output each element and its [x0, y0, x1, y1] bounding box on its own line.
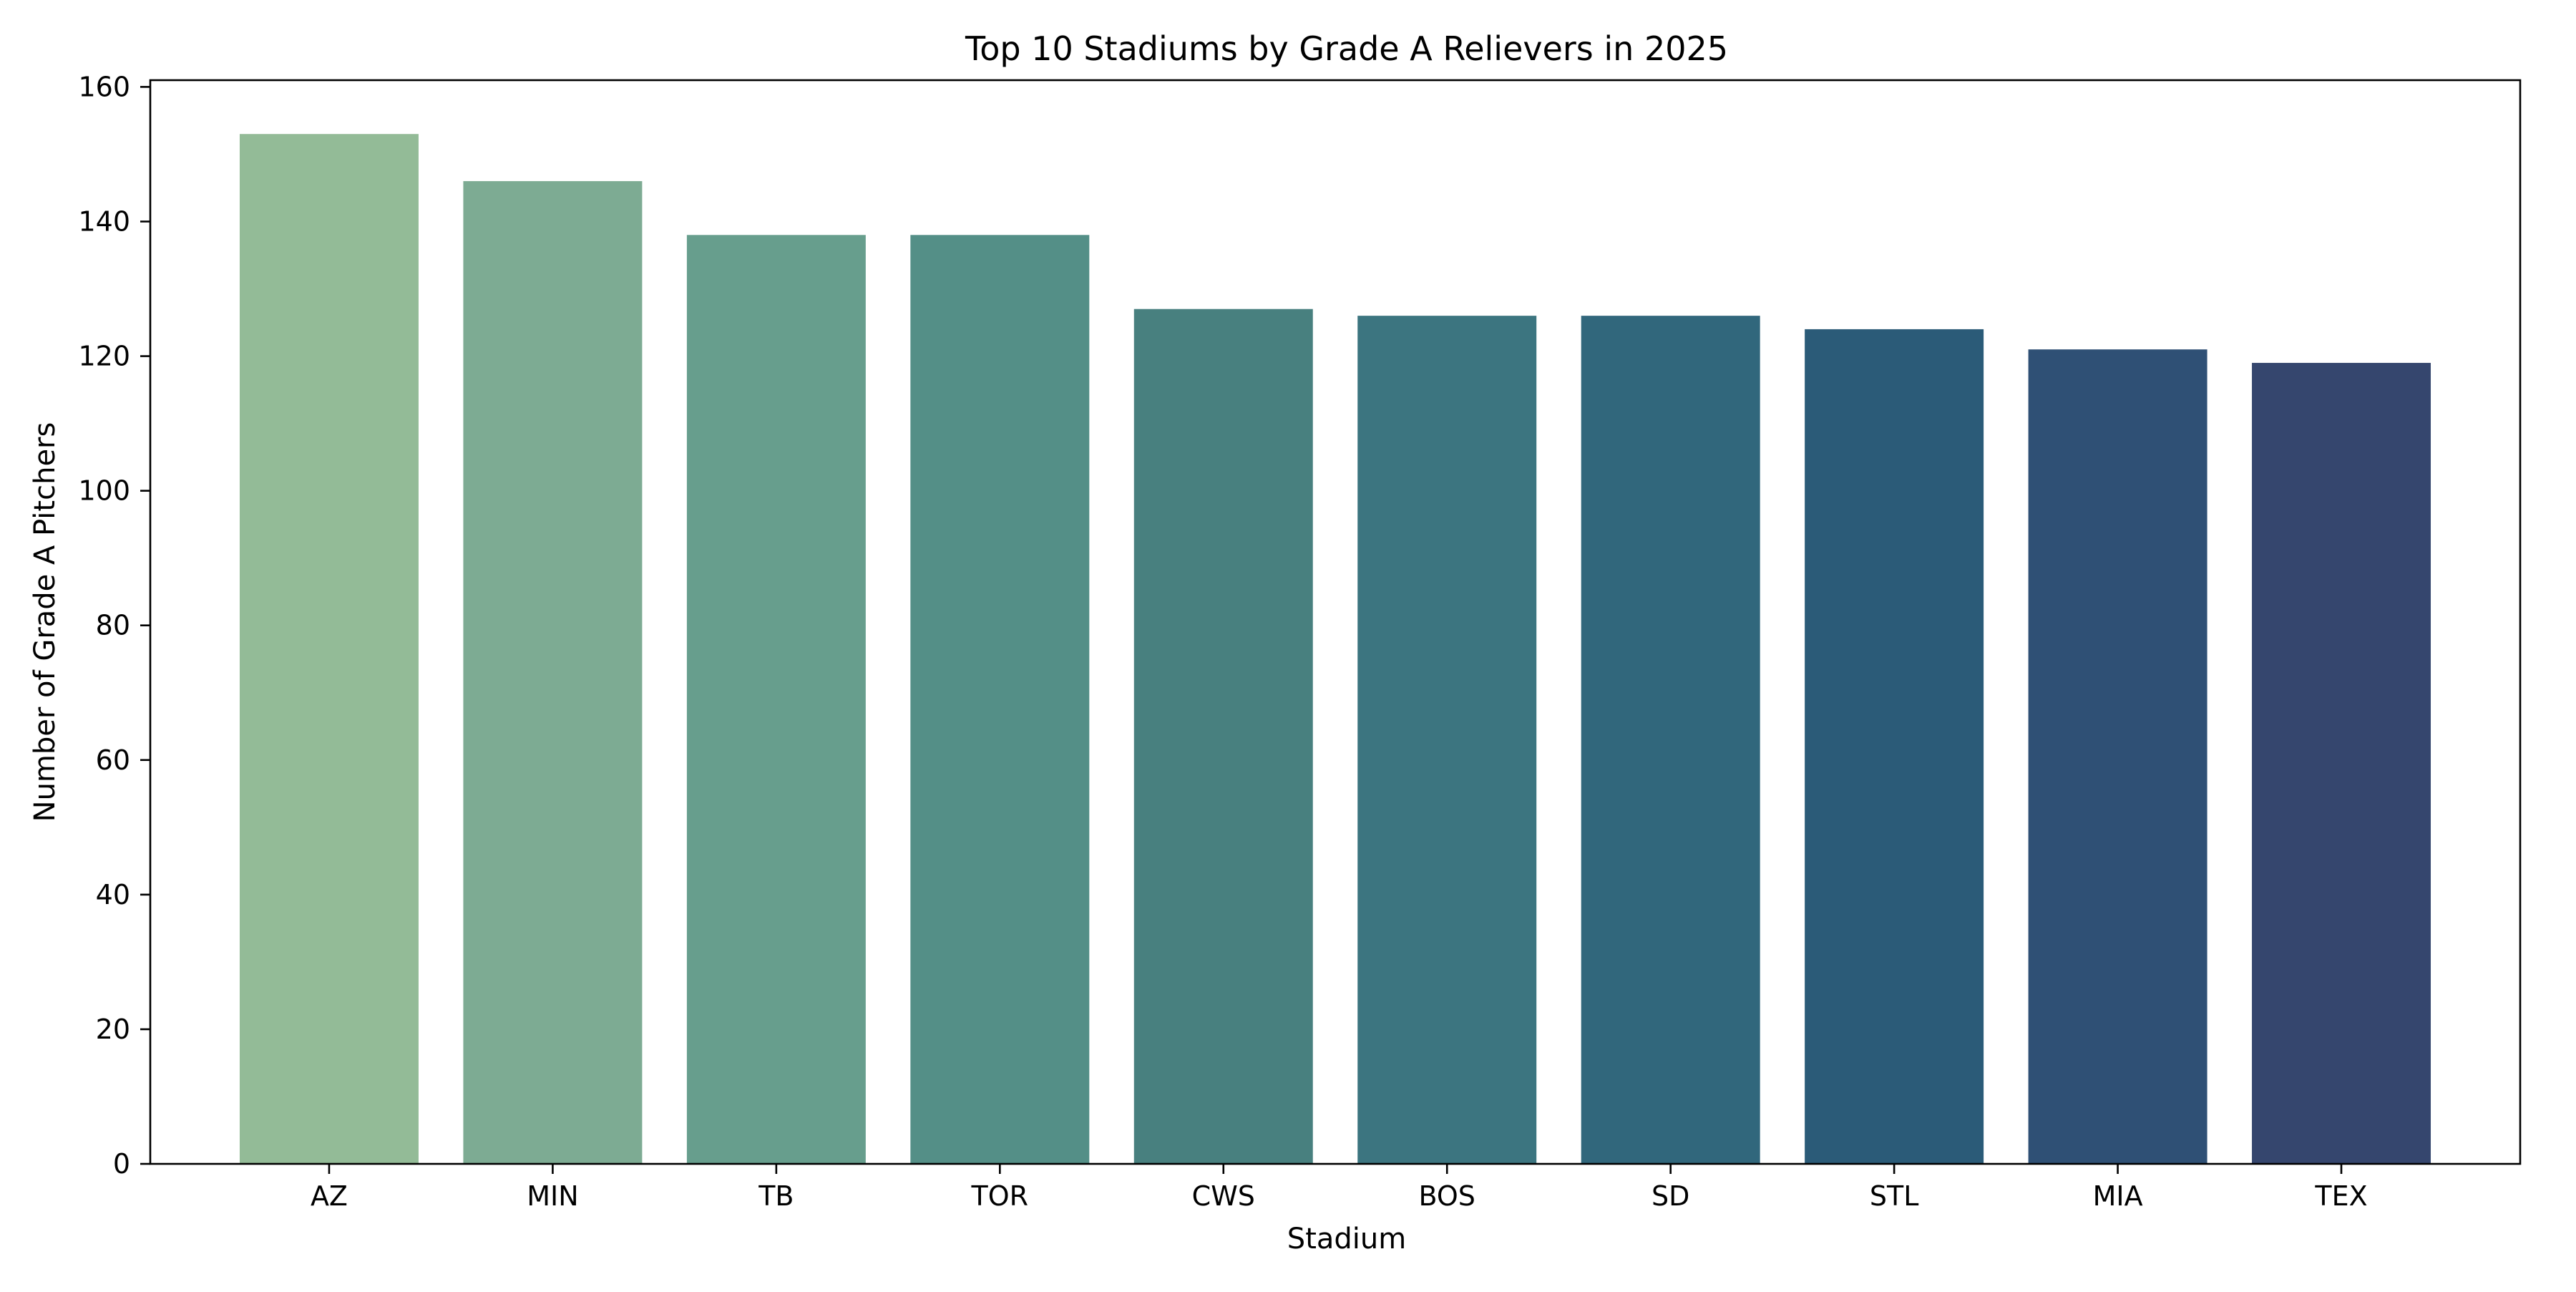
bar-tb	[686, 235, 866, 1165]
bar-az	[239, 134, 419, 1164]
y-tick-label: 60	[96, 744, 130, 776]
chart-title: Top 10 Stadiums by Grade A Relievers in …	[965, 29, 1728, 68]
bar-tex	[2252, 362, 2431, 1164]
x-axis-label: Stadium	[1287, 1223, 1406, 1255]
x-tick-label: SD	[1652, 1180, 1689, 1212]
bar-bos	[1357, 316, 1537, 1165]
x-tick-label: STL	[1870, 1180, 1919, 1212]
x-tick-label: TEX	[2314, 1180, 2367, 1212]
y-tick-label: 140	[78, 205, 130, 237]
x-tick-label: CWS	[1192, 1180, 1255, 1212]
y-axis: 0 20 40 60 80 100 120 140 160	[78, 71, 150, 1180]
y-tick-label: 40	[96, 879, 130, 910]
x-tick-label: MIA	[2093, 1180, 2143, 1212]
bar-sd	[1581, 316, 1760, 1165]
bars-layer	[239, 134, 2431, 1165]
x-axis: AZ MIN TB TOR CWS BOS SD STL MIA TEX	[311, 1164, 2368, 1212]
bar-cws	[1133, 309, 1313, 1165]
y-tick-label: 120	[78, 341, 130, 372]
x-tick-label: TB	[758, 1180, 794, 1212]
y-tick-label: 0	[113, 1148, 130, 1180]
plot-frame	[149, 79, 2522, 1165]
bar-min	[463, 181, 643, 1164]
bar-tor	[910, 235, 1090, 1165]
x-tick-label: MIN	[527, 1180, 578, 1212]
bar-stl	[1805, 329, 1984, 1165]
x-tick-label: AZ	[311, 1180, 348, 1212]
y-tick-label: 160	[78, 71, 130, 102]
x-tick-label: BOS	[1419, 1180, 1475, 1212]
y-tick-label: 80	[96, 610, 130, 641]
y-tick-label: 20	[96, 1014, 130, 1045]
y-axis-label: Number of Grade A Pitchers	[29, 422, 62, 822]
y-tick-label: 100	[78, 475, 130, 507]
bar-mia	[2028, 349, 2207, 1165]
x-tick-label: TOR	[971, 1180, 1029, 1212]
